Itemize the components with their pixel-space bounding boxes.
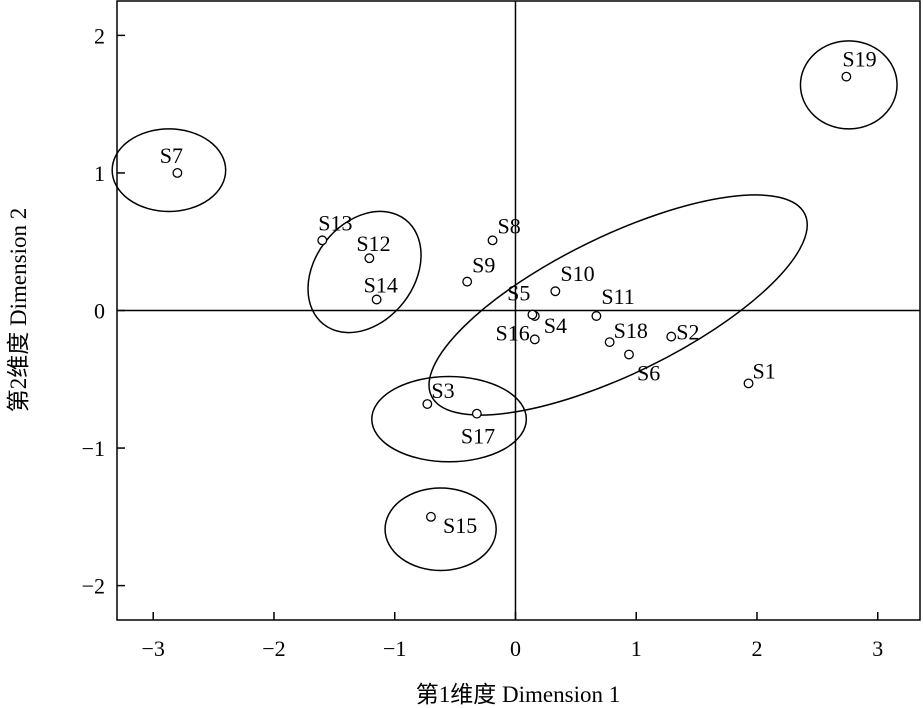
point-s14 xyxy=(371,294,382,305)
x-tick-label: −3 xyxy=(142,636,165,661)
cluster-ellipse-4 xyxy=(371,375,528,463)
cluster-ellipses xyxy=(111,40,898,572)
point-label-s6: S6 xyxy=(637,361,660,386)
point-label-s7: S7 xyxy=(160,143,183,168)
cluster-ellipse-3 xyxy=(428,194,808,416)
point-label-s18: S18 xyxy=(614,318,648,343)
x-tick-label: 1 xyxy=(631,636,642,661)
point-s8 xyxy=(487,235,498,246)
point-s17 xyxy=(471,408,482,419)
y-tick-label: 2 xyxy=(94,23,105,48)
point-s9 xyxy=(462,276,473,287)
point-s15 xyxy=(426,511,436,522)
point-label-s5: S5 xyxy=(507,281,530,306)
point-s11 xyxy=(591,311,602,321)
point-s10 xyxy=(550,286,561,297)
x-tick-label: −1 xyxy=(383,636,406,661)
point-s19 xyxy=(841,71,852,82)
y-tick-label: −2 xyxy=(82,574,105,599)
point-s18 xyxy=(604,337,615,348)
reference-lines xyxy=(117,1,920,620)
point-label-s8: S8 xyxy=(498,213,521,238)
axis-ticks: −3 −2 −1 0 1 2 3 −2 −1 0 1 2 xyxy=(82,23,884,661)
point-label-s17: S17 xyxy=(461,424,495,449)
x-tick-label: −2 xyxy=(262,636,285,661)
point-label-s10: S10 xyxy=(560,261,594,286)
point-s1 xyxy=(743,378,754,389)
x-tick-label: 2 xyxy=(751,636,762,661)
point-label-s19: S19 xyxy=(842,47,876,72)
point-label-s15: S15 xyxy=(443,513,477,538)
point-label-s2: S2 xyxy=(676,320,699,345)
point-label-s13: S13 xyxy=(318,210,352,235)
point-label-s14: S14 xyxy=(364,272,398,297)
point-s6 xyxy=(624,349,634,360)
point-s7 xyxy=(172,167,183,178)
y-tick-label: −1 xyxy=(82,436,105,461)
x-tick-label: 0 xyxy=(510,636,521,661)
point-label-s9: S9 xyxy=(472,253,495,278)
cluster-ellipse-5 xyxy=(384,487,497,572)
y-tick-label: 0 xyxy=(94,299,105,324)
point-s3 xyxy=(422,399,433,409)
point-label-s4: S4 xyxy=(544,313,567,338)
point-s5 xyxy=(527,309,538,320)
point-s12 xyxy=(364,253,375,264)
point-label-s11: S11 xyxy=(601,284,634,309)
point-s13 xyxy=(317,235,328,246)
point-label-s1: S1 xyxy=(753,358,776,383)
y-tick-label: 1 xyxy=(94,161,105,186)
cluster-ellipse-1 xyxy=(111,128,227,213)
y-axis-label: 第2维度 Dimension 2 xyxy=(6,208,31,412)
point-label-s3: S3 xyxy=(431,378,454,403)
point-s2 xyxy=(666,331,677,342)
point-label-s16: S16 xyxy=(496,320,530,345)
x-axis-label: 第1维度 Dimension 1 xyxy=(416,682,620,707)
point-s16 xyxy=(529,334,540,345)
point-label-s12: S12 xyxy=(356,231,390,256)
cluster-ellipse-6 xyxy=(799,40,898,130)
x-tick-label: 3 xyxy=(872,636,883,661)
